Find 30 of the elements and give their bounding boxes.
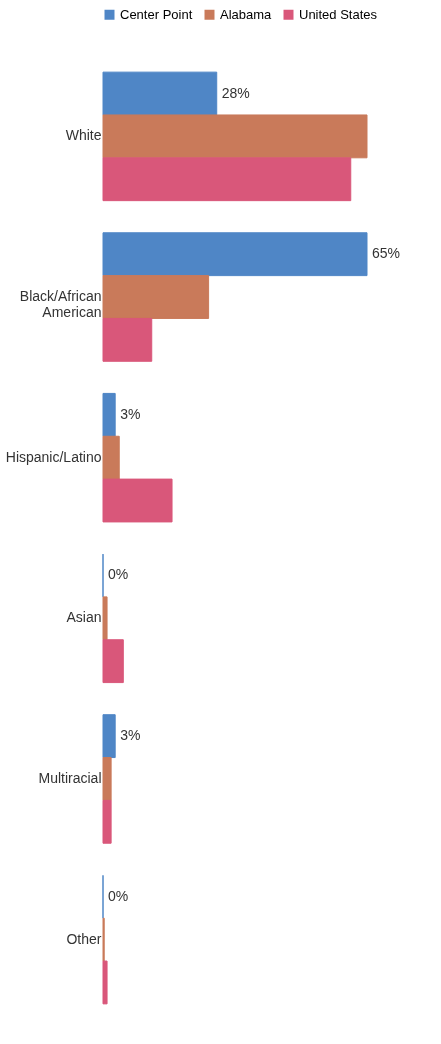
data-label: 28% xyxy=(221,84,250,101)
data-label: 65% xyxy=(372,245,401,262)
data-label: 0% xyxy=(108,566,129,583)
y-tick-label: White xyxy=(65,127,102,144)
legend-label: Alabama xyxy=(220,6,273,22)
bar xyxy=(102,639,124,684)
data-label: 3% xyxy=(120,727,141,744)
bar xyxy=(102,478,173,523)
y-tick-label: Multiracial xyxy=(38,769,102,786)
y-tick-label: Black/African American xyxy=(19,288,102,321)
bar xyxy=(102,114,368,159)
bar xyxy=(102,71,218,116)
bar xyxy=(102,232,368,277)
data-label: 0% xyxy=(108,887,129,904)
bar xyxy=(102,275,210,319)
y-tick-label: Other xyxy=(66,930,102,947)
bar xyxy=(102,799,112,844)
legend-label: United States xyxy=(299,6,378,22)
y-tick-label: Asian xyxy=(66,609,102,626)
bar xyxy=(102,596,108,641)
bar xyxy=(102,714,116,759)
y-tick-label: Hispanic/Latino xyxy=(5,448,102,465)
bar xyxy=(102,960,108,1005)
bar xyxy=(102,435,120,480)
data-label: 3% xyxy=(120,405,141,422)
bar xyxy=(102,757,112,801)
bar xyxy=(102,157,352,202)
bar xyxy=(102,392,116,437)
legend-label: Center Point xyxy=(120,6,193,22)
bar xyxy=(102,317,153,362)
